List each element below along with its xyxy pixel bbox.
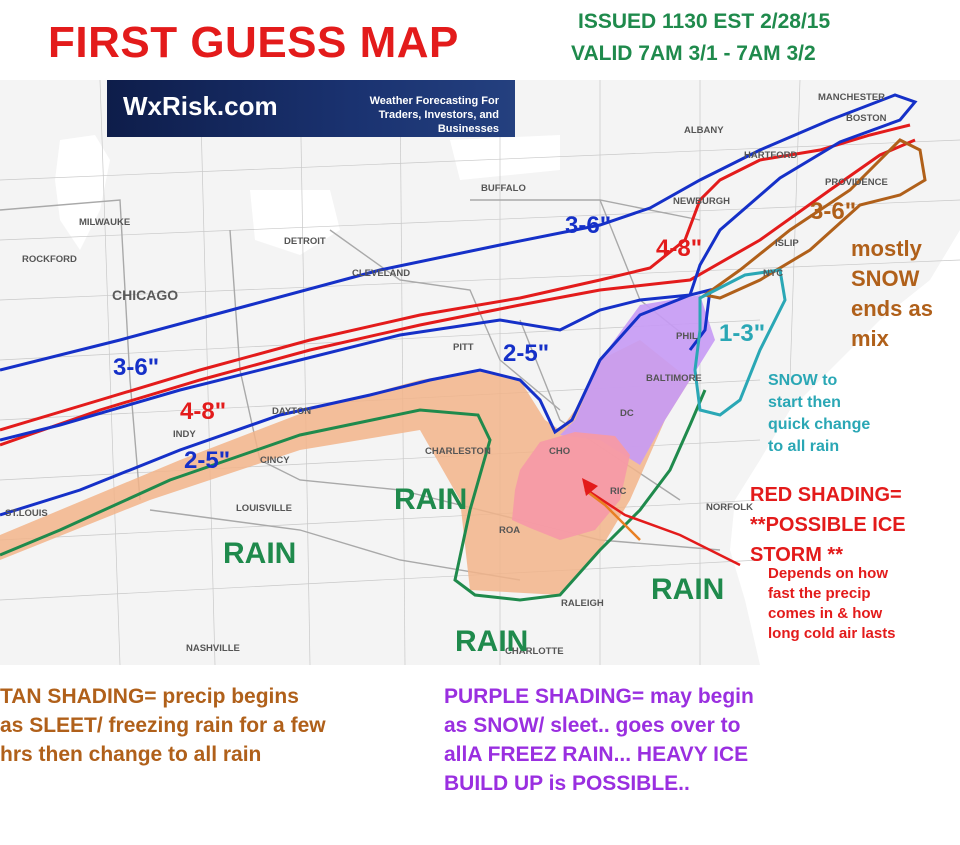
lake-erie [250, 190, 340, 255]
city-label: ISLIP [775, 238, 799, 249]
blue-contour-2-5 [0, 288, 712, 517]
green-contour [0, 389, 707, 602]
city-label: BOSTON [846, 113, 887, 124]
city-label: MANCHESTER [818, 92, 886, 103]
forecast-map [0, 80, 960, 665]
city-label: ROCKFORD [22, 254, 77, 265]
city-label: BALTIMORE [646, 373, 702, 384]
city-label: RIC [610, 486, 627, 497]
issued-time: ISSUED 1130 EST 2/28/15 [578, 10, 831, 33]
snow-label-blue: 3-6" [113, 354, 160, 381]
city-label: DC [620, 408, 634, 419]
tan-shading [0, 340, 690, 595]
legend-purple-shading: PURPLE SHADING= may begin as SNOW/ sleet… [444, 685, 754, 795]
ocean [730, 150, 960, 665]
city-label: DETROIT [284, 236, 326, 247]
ice-pointer-arrow [584, 489, 641, 541]
snow-label-red: 4-8" [180, 398, 227, 425]
map-title: FIRST GUESS MAP [48, 18, 459, 67]
wxrisk-logo: WxRisk.com Weather Forecasting For Trade… [107, 80, 515, 137]
purple-shading [560, 295, 715, 465]
snow-label-teal: 1-3" [719, 320, 766, 347]
rain-label: RAIN [651, 573, 725, 606]
red-contour-4-8 [0, 123, 911, 432]
city-label: ROA [499, 525, 521, 536]
rain-label: RAIN [394, 483, 468, 516]
rain-label: RAIN [455, 625, 529, 658]
blue-contour-3-6 [0, 93, 918, 442]
city-label: LOUISVILLE [236, 503, 292, 514]
city-label: CLEVELAND [352, 268, 411, 279]
city-label: CHO [549, 446, 571, 457]
city-label: INDY [173, 429, 196, 440]
city-label: PITT [453, 342, 474, 353]
city-label: NASHVILLE [186, 643, 240, 654]
city-label: DAYTON [272, 406, 312, 417]
city-label: PHIL [676, 331, 698, 342]
city-label: NORFOLK [706, 502, 753, 513]
city-label: ALBANY [684, 125, 724, 136]
note-red-depends: Depends on how fast the precip comes in … [768, 565, 896, 642]
teal-contour [693, 268, 787, 417]
red-annotation-line [589, 490, 741, 567]
lake-michigan [55, 135, 110, 250]
city-label: HARTFORD [744, 150, 798, 161]
snow-label-blue: 3-6" [565, 212, 612, 239]
note-red-shading: RED SHADING= **POSSIBLE ICE STORM ** [750, 484, 906, 566]
city-label: CHARLOTTE [505, 646, 564, 657]
city-label: CHARLESTON [425, 446, 491, 457]
note-brown: mostly SNOW ends as mix [851, 236, 933, 351]
city-label: ST.LOUIS [5, 508, 48, 519]
red-shading [512, 432, 630, 540]
city-label: PROVIDENCE [825, 177, 888, 188]
note-teal: SNOW to start then quick change to all r… [768, 372, 871, 455]
valid-period: VALID 7AM 3/1 - 7AM 3/2 [571, 42, 816, 65]
city-label: RALEIGH [561, 598, 604, 609]
red-contour-4-8-lower [0, 138, 916, 447]
lake-ontario [450, 135, 560, 180]
city-label: NYC [763, 268, 784, 279]
snow-label-blue: 2-5" [184, 447, 231, 474]
city-label: MILWAUKE [79, 217, 131, 228]
logo-tagline: Weather Forecasting For Traders, Investo… [369, 95, 499, 135]
ice-pointer-arrowhead [582, 478, 598, 496]
city-label: CINCY [260, 455, 290, 466]
rain-label: RAIN [223, 537, 297, 570]
snow-label-brown: 3-6" [810, 198, 857, 225]
snow-label-red: 4-8" [656, 235, 703, 262]
city-label: NEWBURGH [673, 196, 730, 207]
brown-contour [701, 138, 927, 300]
logo-name: WxRisk.com [123, 91, 278, 121]
city-label-chicago: CHICAGO [112, 287, 179, 303]
snow-label-blue: 2-5" [503, 340, 550, 367]
legend-tan-shading: TAN SHADING= precip begins as SLEET/ fre… [0, 685, 326, 766]
city-label: BUFFALO [481, 183, 526, 194]
